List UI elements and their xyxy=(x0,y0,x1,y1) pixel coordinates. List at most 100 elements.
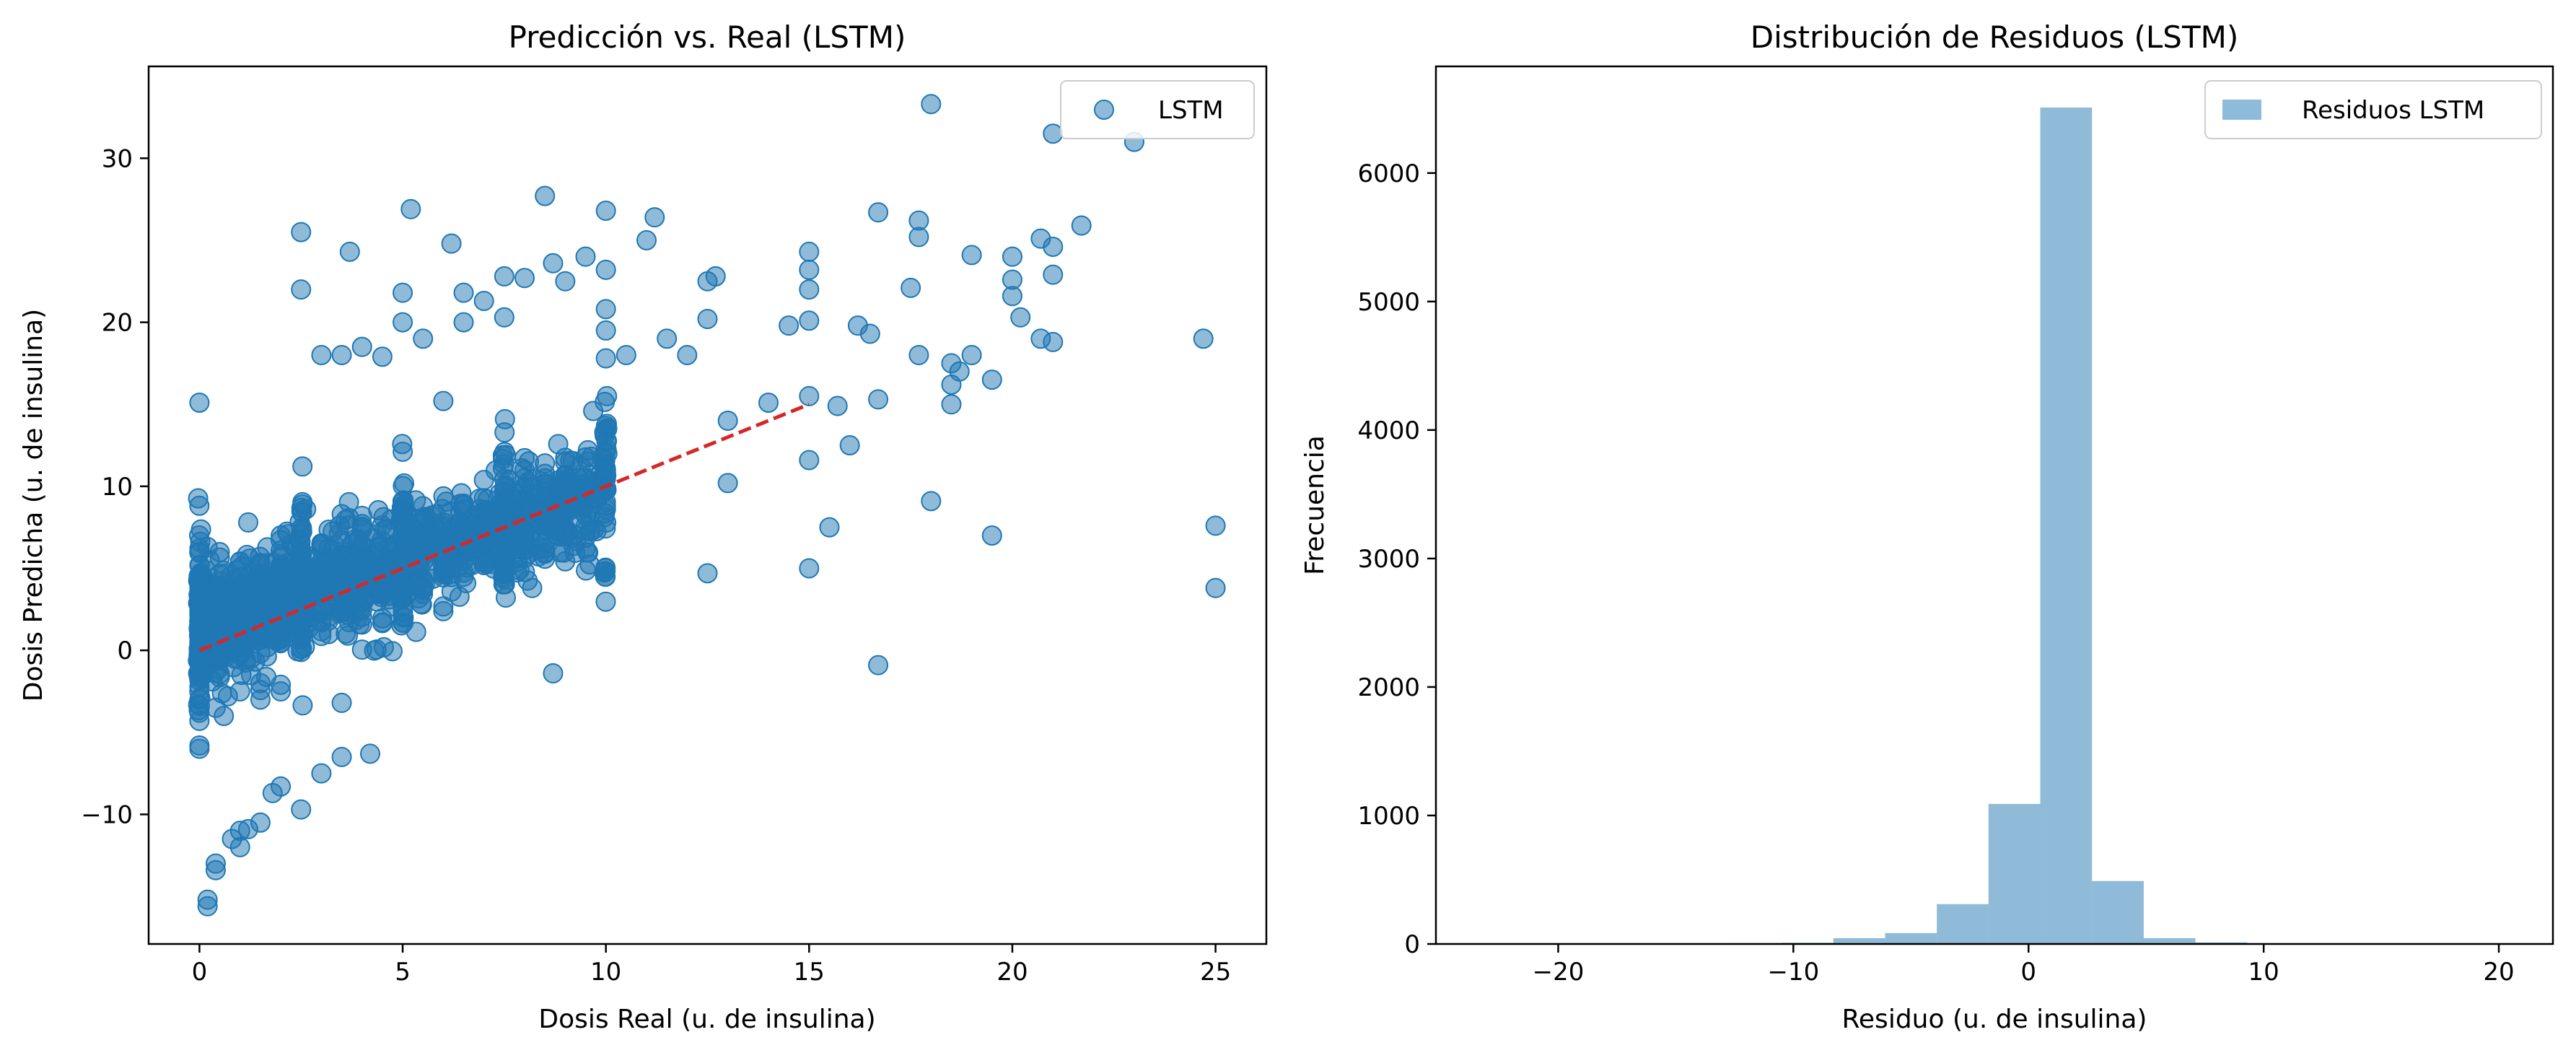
scatter-point xyxy=(827,395,848,416)
scatter-point xyxy=(1205,577,1226,598)
scatter-point xyxy=(250,689,271,710)
scatter-point xyxy=(595,348,616,369)
scatter-point xyxy=(229,836,250,857)
scatter-point xyxy=(575,246,596,267)
scatter-point xyxy=(495,475,516,496)
histogram-legend: Residuos LSTM xyxy=(2204,80,2542,139)
scatter-point xyxy=(1002,246,1022,267)
scatter-point xyxy=(372,346,393,367)
histogram-bar xyxy=(2143,937,2196,944)
scatter-point xyxy=(799,558,820,579)
scatter-point xyxy=(412,527,433,548)
scatter-point xyxy=(758,392,779,413)
scatter-point xyxy=(636,229,657,250)
scatter-point xyxy=(1043,123,1064,144)
scatter-point xyxy=(799,385,820,406)
histogram-x-label: Residuo (u. de insulina) xyxy=(1842,1005,2147,1034)
x-tick-label: 15 xyxy=(794,958,825,987)
scatter-point xyxy=(290,551,311,572)
scatter-point xyxy=(961,345,982,366)
histogram-y-label: Frecuencia xyxy=(1300,435,1330,575)
scatter-point xyxy=(450,494,471,515)
scatter-point xyxy=(331,746,352,767)
scatter-point xyxy=(433,390,454,411)
scatter-point xyxy=(351,589,372,610)
scatter-point xyxy=(316,554,337,574)
scatter-point xyxy=(394,473,415,494)
y-tick-label: 1000 xyxy=(1357,802,1420,831)
scatter-point xyxy=(311,345,332,366)
scatter-point xyxy=(229,614,250,635)
scatter-point xyxy=(595,320,616,341)
scatter-point xyxy=(717,410,738,431)
reference-line xyxy=(198,402,810,652)
scatter-point xyxy=(336,623,356,644)
scatter-y-label: Dosis Predicha (u. de insulina) xyxy=(19,309,48,701)
scatter-point xyxy=(514,268,535,289)
scatter-point xyxy=(1002,286,1022,307)
x-tick-label: 20 xyxy=(2483,958,2514,987)
y-tick-label: 5000 xyxy=(1357,288,1420,317)
scatter-point xyxy=(901,277,921,298)
histogram-bar xyxy=(1885,932,1937,944)
scatter-point xyxy=(595,391,615,412)
scatter-point xyxy=(339,241,360,262)
scatter-point xyxy=(535,538,556,559)
scatter-point xyxy=(292,579,313,600)
scatter-point xyxy=(595,503,615,524)
scatter-point xyxy=(595,567,615,587)
scatter-point xyxy=(473,470,494,491)
scatter-point xyxy=(394,574,415,595)
scatter-title: Predicción vs. Real (LSTM) xyxy=(509,19,906,55)
scatter-point xyxy=(292,456,313,477)
histogram-bar xyxy=(1988,803,2041,944)
y-tick-label: 2000 xyxy=(1357,673,1420,702)
scatter-point xyxy=(543,253,564,274)
histogram-legend-label: Residuos LSTM xyxy=(2302,96,2484,125)
scatter-point xyxy=(494,266,514,287)
scatter-point xyxy=(189,392,210,413)
scatter-point xyxy=(494,422,515,443)
scatter-point xyxy=(494,574,515,595)
scatter-point xyxy=(229,584,250,605)
scatter-point xyxy=(271,525,292,546)
scatter-point xyxy=(400,198,421,219)
scatter-point xyxy=(473,291,494,312)
scatter-point xyxy=(291,799,312,820)
scatter-point xyxy=(595,259,616,280)
scatter-point xyxy=(271,681,292,701)
scatter-point xyxy=(190,519,211,540)
scatter-point xyxy=(1043,237,1064,258)
histogram-x-ticks: −20 −10 0 10 20 xyxy=(1533,944,2515,987)
scatter-point xyxy=(839,435,860,456)
scatter-point xyxy=(338,491,359,512)
scatter-point xyxy=(250,553,271,574)
scatter-point xyxy=(799,279,820,300)
histogram-subplot: Distribución de Residuos (LSTM) −20 −10 0 1… xyxy=(1300,19,2554,1034)
scatter-point xyxy=(271,776,292,797)
scatter-point xyxy=(351,505,372,526)
scatter-point xyxy=(250,578,271,599)
scatter-x-ticks: 0 5 10 15 20 25 xyxy=(192,944,1231,987)
scatter-point xyxy=(413,328,434,349)
scatter-point xyxy=(245,651,266,672)
scatter-point xyxy=(535,185,556,206)
scatter-point xyxy=(392,434,413,455)
scatter-point xyxy=(291,497,312,518)
scatter-point xyxy=(291,222,312,242)
histogram-bar xyxy=(2092,880,2144,944)
scatter-point xyxy=(209,667,230,688)
scatter-point xyxy=(359,743,380,764)
scatter-point xyxy=(492,499,513,520)
y-tick-label: 0 xyxy=(1404,930,1420,959)
scatter-point xyxy=(197,896,218,917)
scatter-point xyxy=(1043,264,1064,285)
scatter-point xyxy=(677,345,698,366)
scatter-point xyxy=(209,587,230,608)
scatter-point xyxy=(433,486,454,507)
scatter-point xyxy=(543,663,564,683)
scatter-point xyxy=(1193,328,1214,349)
scatter-point xyxy=(555,271,576,292)
scatter-legend: LSTM xyxy=(1060,80,1255,139)
scatter-legend-box xyxy=(1060,80,1255,139)
